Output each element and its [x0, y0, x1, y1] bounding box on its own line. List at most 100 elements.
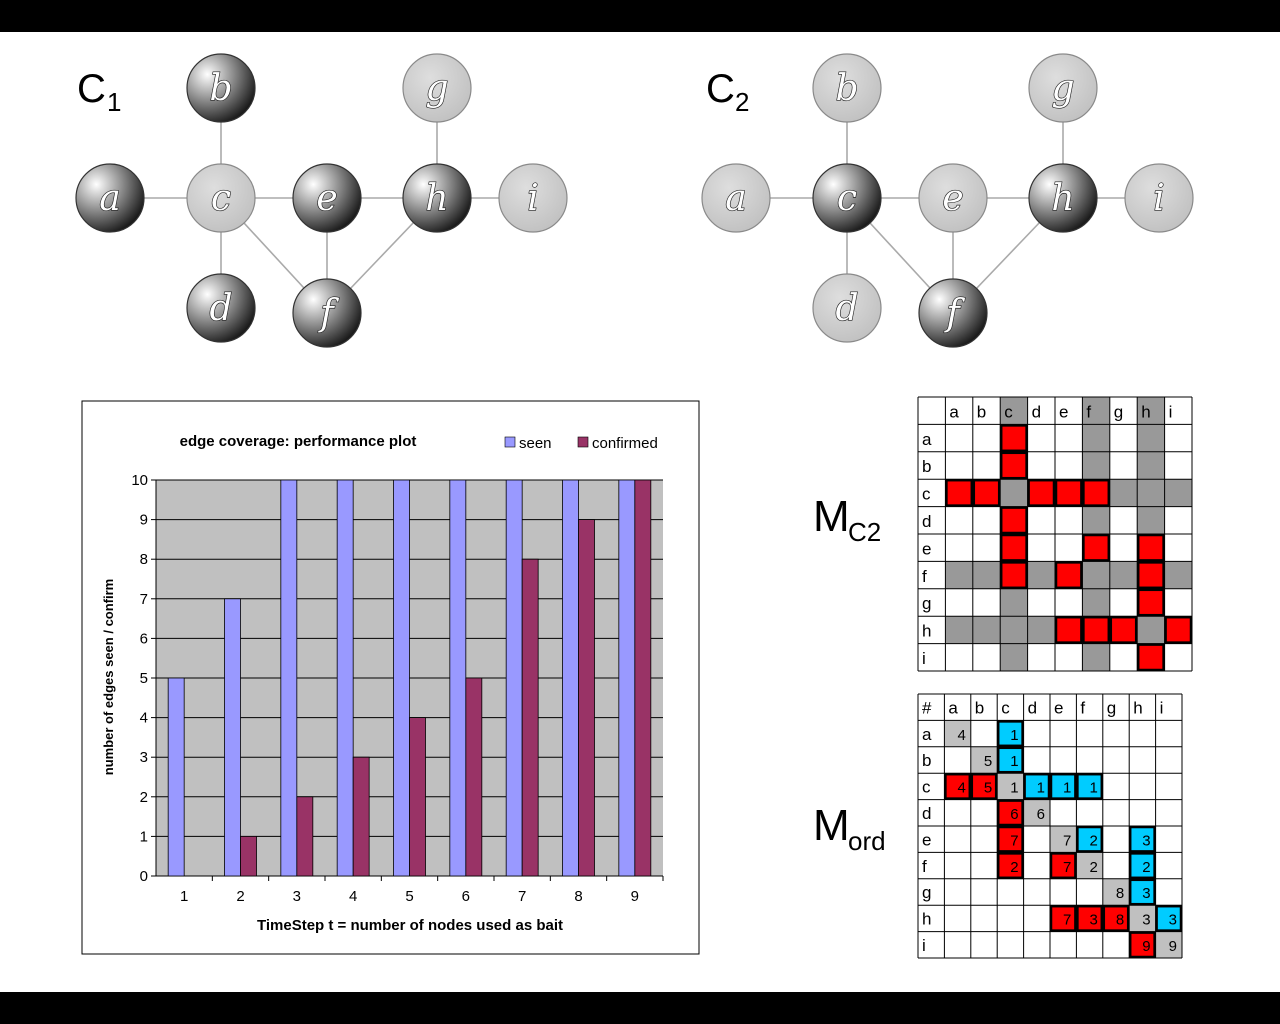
y-tick-label: 1: [140, 828, 148, 845]
matrix-col-header: i: [1169, 402, 1173, 421]
y-tick-label: 10: [131, 472, 148, 489]
matrix-cell-value: 4: [957, 780, 965, 797]
x-tick-label: 3: [293, 888, 301, 905]
matrix-col-header: i: [1160, 698, 1164, 717]
matrix-cell-fill: [944, 720, 971, 747]
matrix-cell-fill: [1000, 424, 1028, 452]
matrix-col-header: c: [1001, 698, 1010, 717]
matrix-col-header: f: [1080, 698, 1085, 717]
matrix-cell-border: [1023, 772, 1051, 800]
matrix-cell-fill: [997, 746, 1024, 774]
node-label: i: [527, 178, 539, 219]
node-circle: [918, 278, 988, 348]
matrix-cell-value: 2: [1010, 859, 1018, 876]
matrix-cell-value: 2: [1089, 859, 1097, 876]
matrix-cell-border: [1082, 533, 1111, 562]
matrix-cell-fill: [1155, 931, 1182, 958]
matrix-cell-border: [1128, 931, 1156, 959]
matrix-cell-value: 3: [1142, 885, 1150, 902]
matrix-cell-border: [996, 746, 1024, 774]
matrix-cell-fill: [1082, 479, 1110, 507]
matrix-cell-fill: [1129, 826, 1156, 853]
graph-node-h: h: [1028, 163, 1098, 233]
matrix-cell-border: [1054, 615, 1083, 644]
bar-confirmed: [521, 558, 539, 877]
node-label: e: [942, 178, 963, 219]
node-label: c: [211, 178, 231, 219]
graph-node-i: i: [1124, 163, 1194, 233]
graph-node-a: a: [701, 163, 771, 233]
graph-node-g: g: [402, 53, 472, 123]
matrix-cell-value: 3: [1142, 912, 1150, 929]
matrix-row-header: b: [922, 751, 931, 770]
bar-confirmed: [296, 796, 314, 877]
matrix-cell-fill: [1055, 561, 1083, 589]
matrix-row-header: c: [922, 778, 931, 797]
node-circle: [701, 163, 771, 233]
matrix-row-header: g: [922, 883, 931, 902]
matrix-cell-fill: [1000, 534, 1028, 562]
matrix-cell-value: 1: [1089, 780, 1097, 797]
matrix-cell-border: [999, 506, 1028, 535]
matrix-cell-value: 7: [1063, 912, 1071, 929]
matrix-cell-value: 8: [1116, 912, 1124, 929]
matrix-cell-fill: [1082, 506, 1110, 534]
matrix-col-header: g: [1107, 698, 1116, 717]
matrix-cell-fill: [945, 616, 973, 644]
matrix-cell-fill: [944, 773, 971, 800]
matrix-cell-value: 1: [1010, 780, 1018, 797]
y-tick-label: 0: [140, 868, 148, 885]
matrix-cell-fill: [970, 773, 998, 800]
matrix-cell-value: 5: [984, 780, 992, 797]
node-circle: [186, 273, 256, 343]
y-tick-label: 3: [140, 749, 148, 766]
matrix-cell-border: [999, 451, 1028, 480]
y-tick-label: 2: [140, 789, 148, 806]
node-circle: [186, 53, 256, 123]
matrix-cell-border: [970, 772, 998, 800]
graph-node-g: g: [1028, 53, 1098, 123]
matrix-cell-fill: [1000, 588, 1028, 617]
x-tick-label: 2: [236, 888, 244, 905]
matrix-col-header: d: [1028, 698, 1037, 717]
x-tick-label: 8: [574, 888, 582, 905]
matrix-row-header: h: [922, 622, 931, 641]
matrix-cell-fill: [1050, 773, 1077, 800]
matrix-cell-border: [1076, 825, 1104, 853]
node-circle: [402, 163, 472, 233]
matrix-cell-fill: [945, 479, 973, 507]
matrix-label: M: [813, 492, 850, 541]
matrix-cell-fill: [1050, 852, 1077, 879]
matrix-row-header: a: [922, 430, 932, 449]
matrix-cell-fill: [997, 852, 1024, 879]
matrix-label: M: [813, 801, 850, 850]
graph-node-i: i: [498, 163, 568, 233]
bar-confirmed: [240, 836, 257, 877]
matrix-cell-fill: [972, 561, 1001, 589]
y-tick-label: 5: [140, 670, 148, 687]
matrix-cell-fill: [1076, 773, 1103, 800]
matrix-cell-border: [1128, 878, 1156, 906]
graph-node-c: c: [812, 163, 882, 233]
matrix-cell-fill: [1137, 616, 1165, 644]
matrix-cell-fill: [1082, 451, 1110, 480]
matrix-cell-fill: [972, 616, 1001, 644]
bottom-black-bar: [0, 992, 1280, 1024]
matrix-cell-border: [1164, 615, 1193, 644]
matrix-cell-value: 4: [957, 727, 965, 744]
matrix-cell-border: [999, 533, 1028, 562]
matrix-cell-fill: [1129, 878, 1156, 906]
matrix-cell-value: 2: [1142, 859, 1150, 876]
matrix-cell-fill: [997, 773, 1024, 800]
matrix-cell-fill: [1137, 424, 1165, 452]
matrix-cell-fill: [997, 826, 1024, 853]
matrix-cell-fill: [1000, 506, 1028, 534]
matrix-row-header: h: [922, 910, 931, 929]
node-circle: [812, 163, 882, 233]
matrix-cell-fill: [1082, 561, 1110, 589]
matrix-cell-fill: [1137, 561, 1165, 589]
matrix-cell-fill: [1164, 616, 1192, 644]
x-tick-label: 1: [180, 888, 188, 905]
bar-seen: [393, 479, 410, 877]
